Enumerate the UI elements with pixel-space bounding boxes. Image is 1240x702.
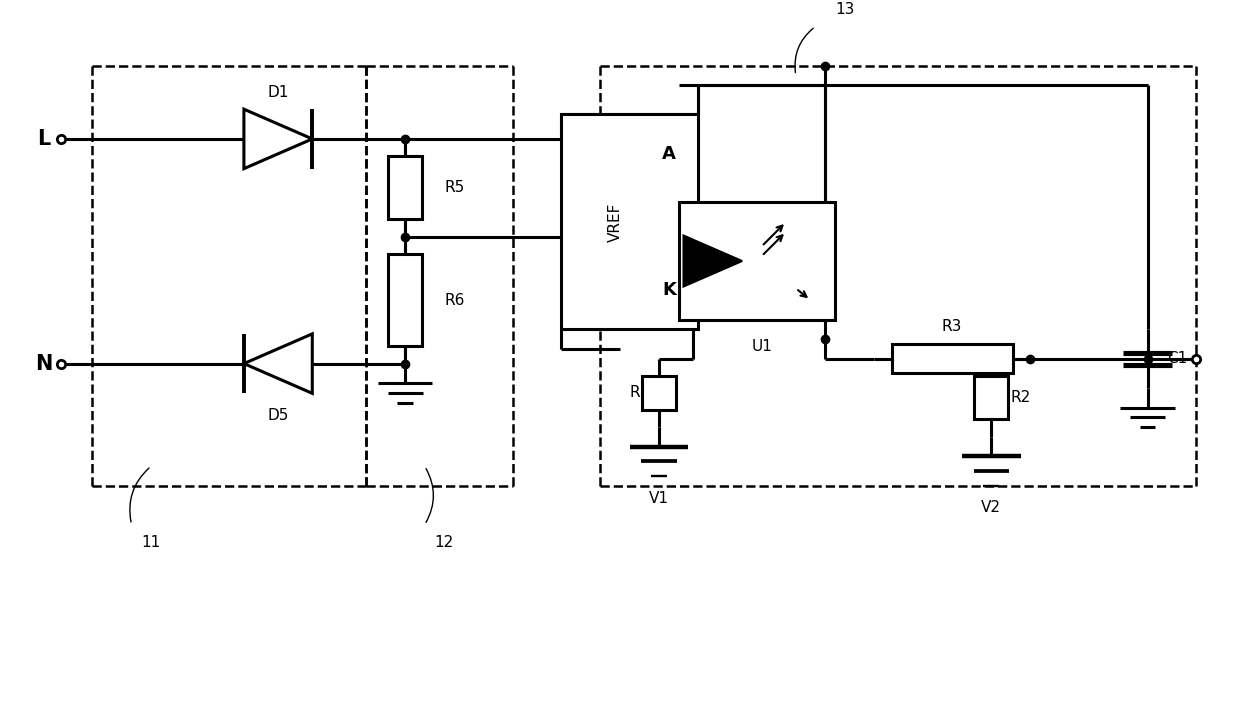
Text: A: A bbox=[662, 145, 676, 163]
Bar bbox=[562, 114, 698, 329]
Text: R6: R6 bbox=[444, 293, 465, 307]
Text: R2: R2 bbox=[1011, 390, 1030, 405]
Polygon shape bbox=[244, 334, 312, 393]
Text: 12: 12 bbox=[434, 534, 454, 550]
Bar bbox=[892, 344, 1013, 373]
Text: K: K bbox=[662, 282, 676, 299]
Text: U1: U1 bbox=[751, 339, 773, 355]
Text: N: N bbox=[35, 354, 52, 373]
Text: R1: R1 bbox=[629, 385, 650, 400]
Text: IC1: IC1 bbox=[713, 272, 740, 289]
Text: C1: C1 bbox=[1167, 351, 1187, 366]
Bar bbox=[388, 254, 422, 346]
Text: 13: 13 bbox=[835, 2, 854, 17]
Bar bbox=[388, 157, 422, 219]
Polygon shape bbox=[683, 236, 742, 286]
Text: L: L bbox=[37, 129, 51, 149]
Text: R3: R3 bbox=[942, 319, 962, 334]
Text: VREF: VREF bbox=[608, 202, 622, 241]
Text: V1: V1 bbox=[649, 491, 670, 505]
Text: R5: R5 bbox=[444, 180, 465, 195]
Bar bbox=[642, 376, 676, 409]
Text: 11: 11 bbox=[141, 534, 161, 550]
Text: D1: D1 bbox=[268, 85, 289, 100]
Text: D5: D5 bbox=[268, 408, 289, 423]
Bar bbox=[678, 202, 835, 319]
Bar bbox=[975, 376, 1008, 419]
Polygon shape bbox=[244, 110, 312, 168]
Text: V2: V2 bbox=[981, 501, 1001, 515]
